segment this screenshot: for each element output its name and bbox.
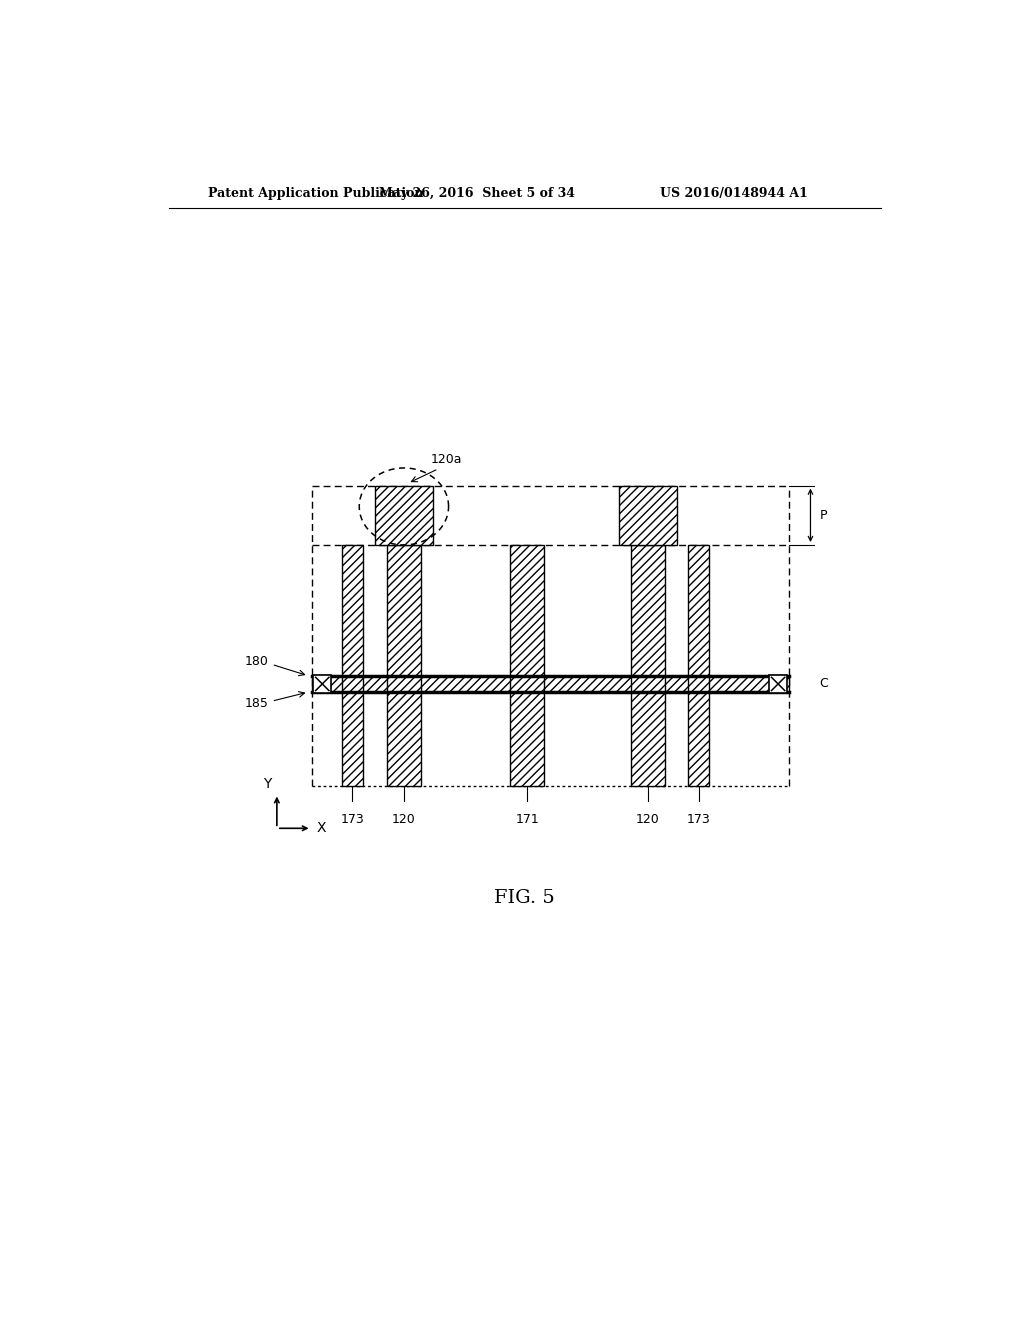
Text: 185: 185 xyxy=(245,697,268,710)
Bar xyxy=(311,676,788,692)
Text: 171: 171 xyxy=(515,813,539,826)
Text: Patent Application Publication: Patent Application Publication xyxy=(208,186,423,199)
Text: 120: 120 xyxy=(392,813,416,826)
Bar xyxy=(631,545,665,785)
Text: 120: 120 xyxy=(636,813,659,826)
Text: 120a: 120a xyxy=(430,453,462,466)
Text: May 26, 2016  Sheet 5 of 34: May 26, 2016 Sheet 5 of 34 xyxy=(379,186,575,199)
Text: 173: 173 xyxy=(687,813,711,826)
Bar xyxy=(769,675,787,693)
Text: 173: 173 xyxy=(340,813,365,826)
Text: US 2016/0148944 A1: US 2016/0148944 A1 xyxy=(660,186,808,199)
Bar xyxy=(342,545,362,785)
Bar xyxy=(375,486,433,545)
Bar xyxy=(688,545,710,785)
Text: P: P xyxy=(819,508,827,521)
Bar xyxy=(387,545,421,785)
Bar xyxy=(510,545,544,785)
Text: X: X xyxy=(316,821,327,836)
Text: FIG. 5: FIG. 5 xyxy=(495,888,555,907)
Text: Y: Y xyxy=(263,776,271,791)
Text: C: C xyxy=(819,677,828,690)
Bar xyxy=(620,486,677,545)
Bar xyxy=(313,675,331,693)
Text: 180: 180 xyxy=(245,656,268,668)
